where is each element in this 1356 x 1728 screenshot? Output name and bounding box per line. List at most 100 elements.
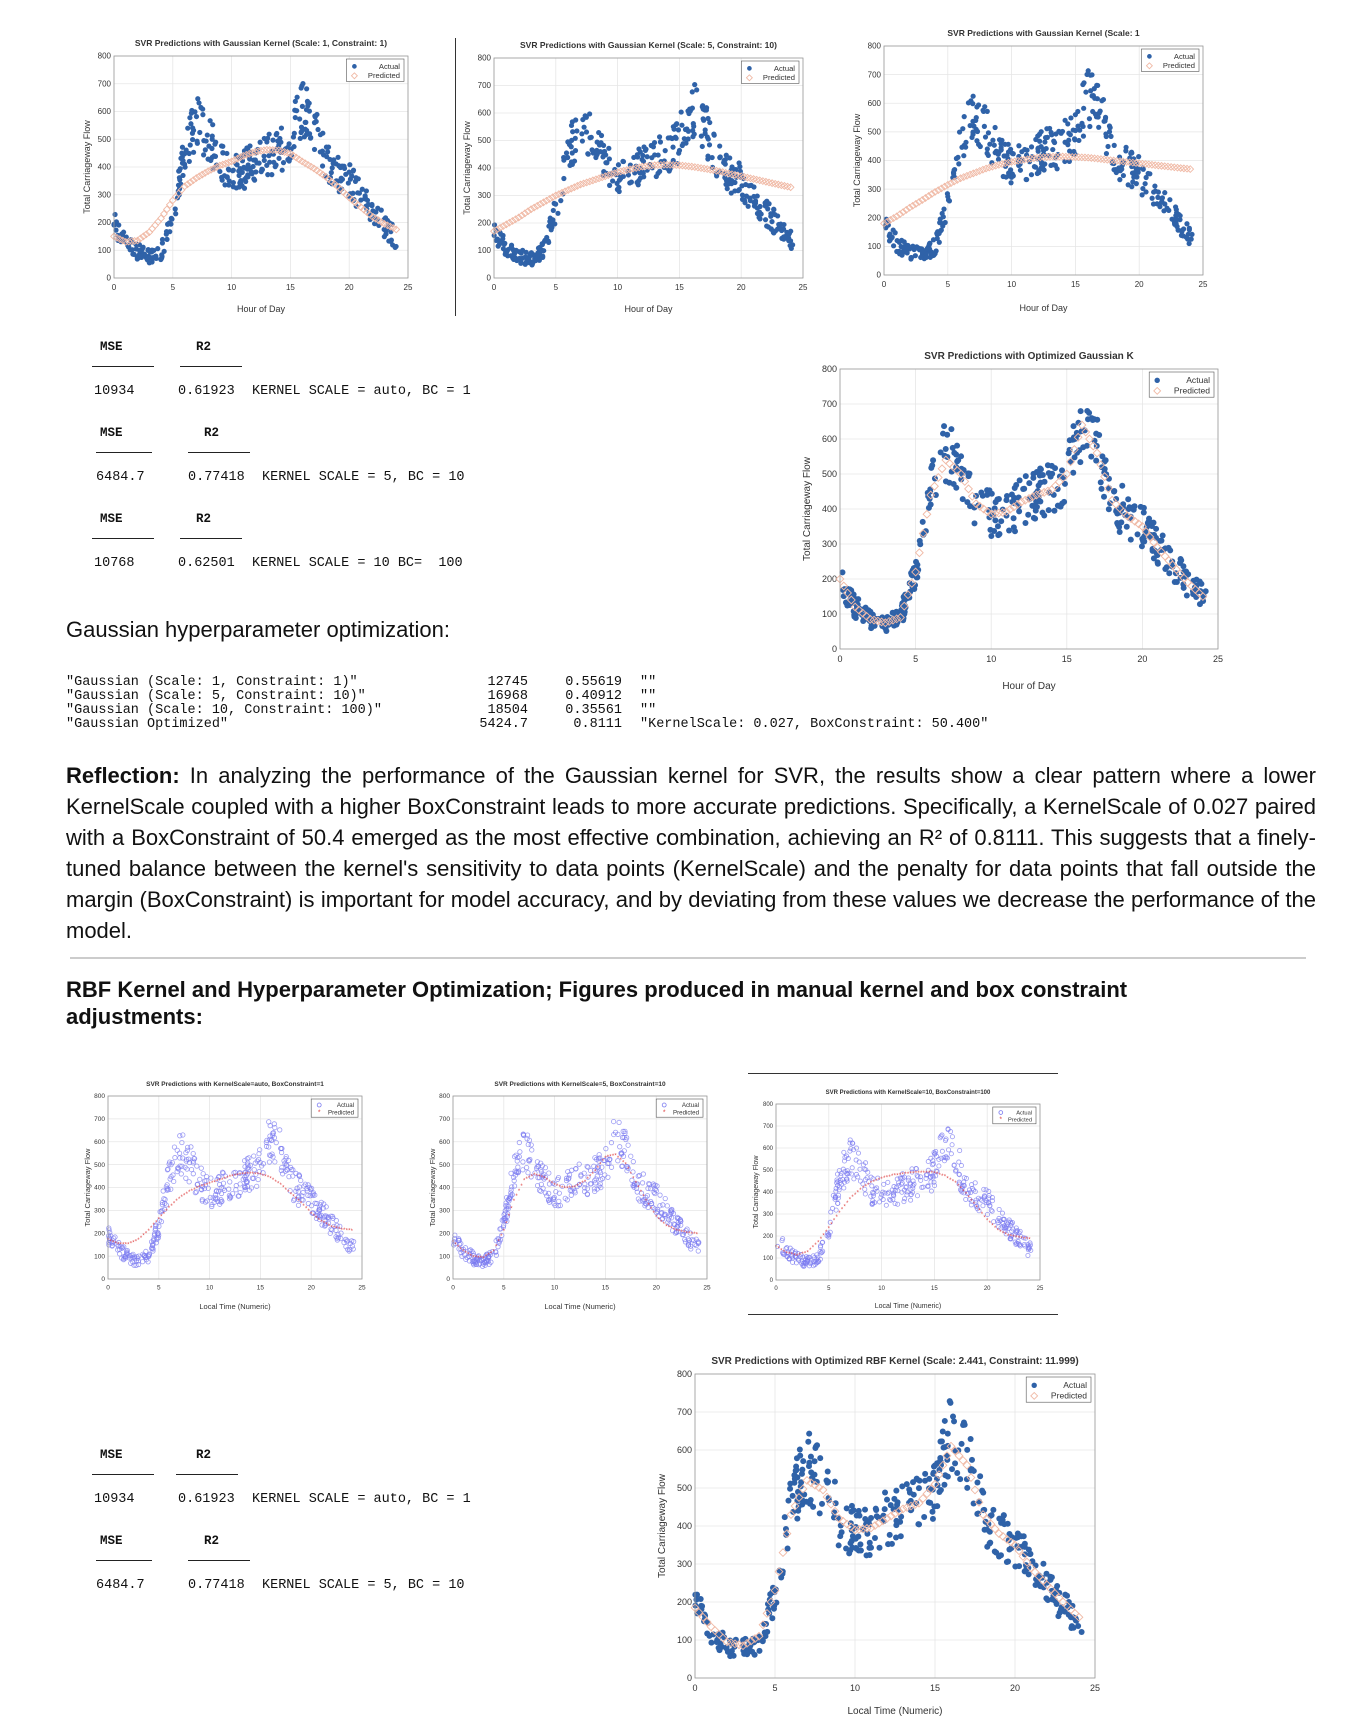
actual-point (982, 134, 989, 140)
actual-point (1101, 458, 1108, 465)
chart-title: SVR Predictions with KernelScale=10, Box… (826, 1090, 991, 1096)
actual-point (200, 1171, 206, 1177)
actual-point (794, 1515, 801, 1522)
predicted-point: * (551, 1181, 554, 1187)
actual-point (939, 1428, 946, 1435)
x-axis-label: Hour of Day (624, 304, 673, 314)
predicted-point (886, 1511, 896, 1521)
actual-point (903, 1481, 910, 1488)
x-tick-label: 0 (882, 280, 887, 289)
actual-point (737, 164, 743, 170)
predicted-point: * (637, 1186, 640, 1192)
actual-point (226, 1196, 233, 1202)
x-tick-label: 5 (157, 1285, 161, 1292)
predicted-point (221, 159, 230, 168)
actual-point (252, 157, 258, 163)
actual-point (888, 1540, 895, 1547)
actual-point (1183, 568, 1190, 575)
actual-point (135, 1261, 142, 1268)
actual-point (119, 231, 125, 237)
actual-point (960, 1421, 967, 1428)
optimization-table: "Gaussian (Scale: 1, Constraint: 1)" "Ga… (66, 676, 1046, 736)
actual-point (846, 1170, 852, 1176)
actual-point (190, 1150, 196, 1157)
actual-point (237, 166, 243, 172)
actual-point (1054, 1582, 1061, 1589)
predicted-point (505, 218, 514, 227)
actual-point (148, 1239, 155, 1245)
predicted-point (953, 175, 962, 184)
actual-point (847, 1148, 853, 1154)
predicted-point (354, 200, 362, 209)
actual-point (1026, 480, 1033, 487)
x-tick-label: 5 (772, 1683, 777, 1693)
actual-point (951, 1162, 957, 1168)
actual-point (964, 1446, 971, 1453)
mse-value: 10768 (94, 556, 135, 571)
actual-point (345, 180, 351, 186)
actual-point (674, 1214, 680, 1220)
actual-point (657, 1192, 663, 1198)
actual-point (838, 1170, 844, 1176)
actual-point (1123, 523, 1130, 530)
actual-point (313, 118, 319, 125)
predicted-point (722, 1637, 732, 1647)
y-tick-label: 200 (677, 1597, 692, 1607)
actual-point (164, 1167, 171, 1173)
actual-point (1143, 174, 1149, 181)
actual-point (942, 445, 949, 452)
actual-point (1097, 479, 1104, 486)
predicted-point (298, 157, 307, 166)
predicted-point: * (923, 1171, 926, 1177)
y-axis-label: Total Carriageway Flow (657, 1473, 668, 1578)
predicted-point: * (939, 1173, 942, 1179)
x-axis-label: Hour of Day (1002, 681, 1055, 692)
actual-point (551, 1194, 557, 1201)
predicted-point (160, 209, 168, 218)
actual-point (202, 1199, 209, 1205)
marks: ****************************************… (451, 1118, 702, 1269)
actual-point (291, 1196, 298, 1202)
actual-point (198, 1165, 204, 1171)
predicted-point: * (525, 1177, 528, 1183)
actual-point (1095, 82, 1101, 89)
actual-point (864, 1530, 871, 1537)
predicted-point (950, 1446, 960, 1456)
actual-point (977, 1473, 984, 1480)
y-tick-label: 700 (763, 1124, 774, 1130)
actual-point (505, 1203, 512, 1209)
actual-point (244, 1179, 250, 1186)
actual-point (201, 1185, 208, 1192)
actual-point (974, 1203, 980, 1209)
actual-point (146, 260, 152, 266)
chart-gauss-1: 0 5 10 15 20 25 0 100 200 300 400 500 600 700 800 Hour … (80, 28, 430, 318)
predicted-point (937, 184, 946, 193)
actual-point (939, 1132, 945, 1138)
actual-point (1186, 240, 1192, 247)
kernel-note: KERNEL SCALE = auto, BC = 1 (252, 1492, 471, 1507)
predicted-point (204, 167, 213, 176)
predicted-point (118, 236, 127, 245)
predicted-point: * (351, 1229, 354, 1235)
actual-point (165, 221, 171, 227)
predicted-point (794, 1493, 804, 1502)
predicted-point: * (112, 1240, 115, 1246)
y-tick-label: 800 (763, 1102, 774, 1108)
actual-point (866, 1544, 873, 1551)
actual-point (710, 1631, 717, 1638)
predicted-point (1001, 507, 1011, 517)
actual-point (958, 476, 965, 483)
actual-point (601, 1157, 608, 1163)
actual-point (624, 1135, 630, 1141)
predicted-point (978, 1510, 988, 1520)
actual-point (887, 1502, 894, 1509)
predicted-point (242, 150, 251, 159)
actual-point (153, 1240, 159, 1246)
predicted-point: * (828, 1226, 831, 1232)
actual-point (915, 1485, 922, 1492)
actual-point (319, 1222, 325, 1228)
predicted-point (742, 1638, 752, 1648)
actual-point (1077, 408, 1084, 415)
actual-point (957, 1476, 964, 1483)
y-tick-label: 600 (478, 109, 492, 118)
